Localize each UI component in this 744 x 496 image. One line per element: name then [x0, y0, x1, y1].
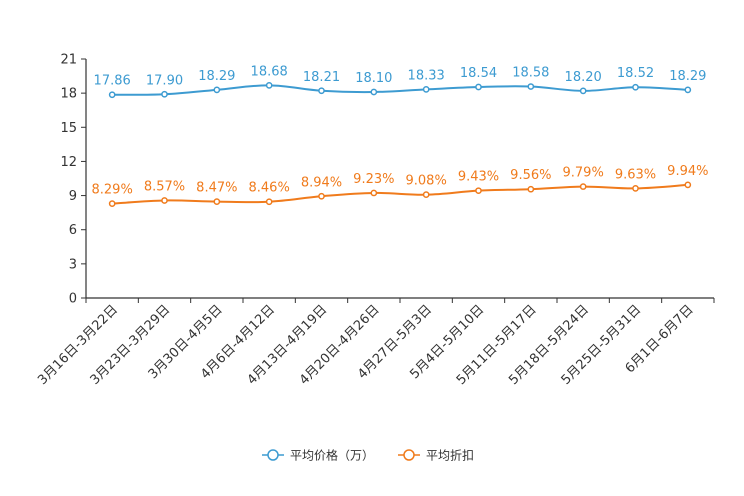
data-point: [475, 83, 482, 91]
legend[interactable]: 平均价格（万） 平均折扣: [262, 448, 474, 463]
data-point: [527, 83, 535, 90]
series-line-2: [112, 183, 688, 205]
data-label: 9.63%: [615, 167, 656, 182]
data-label: 18.29: [669, 69, 706, 84]
data-point: [265, 82, 273, 89]
data-label: 18.68: [251, 64, 288, 79]
data-label: 18.20: [565, 70, 602, 85]
data-point: [108, 91, 116, 99]
legend-item-discount[interactable]: 平均折扣: [398, 448, 474, 463]
data-point: [632, 185, 639, 192]
data-label: 8.46%: [249, 181, 290, 196]
data-label: 17.86: [94, 74, 131, 89]
y-tick-label: 6: [69, 223, 77, 238]
data-point: [318, 192, 325, 200]
legend-marker-icon: [403, 449, 415, 461]
data-point: [422, 191, 430, 199]
data-label: 9.08%: [406, 174, 447, 189]
data-point: [684, 181, 692, 189]
y-tick-label: 21: [60, 53, 77, 68]
data-label: 9.94%: [667, 164, 708, 179]
data-label: 8.47%: [196, 181, 237, 196]
data-point: [108, 200, 116, 208]
y-tick-label: 0: [69, 292, 77, 307]
legend-item-price[interactable]: 平均价格（万）: [262, 448, 374, 463]
data-point: [370, 189, 378, 197]
legend-label: 平均折扣: [426, 448, 474, 463]
data-point: [370, 88, 378, 96]
data-label: 8.57%: [144, 179, 185, 194]
axes: 0369121518213月16日-3月22日3月23日-3月29日3月30日-…: [35, 53, 715, 388]
data-label: 9.43%: [458, 170, 499, 185]
series-line-1: [112, 84, 688, 96]
series-layer: 17.86 17.90 18.29 18.68 18.21 18.10 18.33 18.54…: [92, 64, 708, 208]
y-tick-label: 15: [60, 121, 77, 136]
data-label: 18.10: [355, 71, 392, 86]
data-point: [475, 187, 482, 195]
legend-label: 平均价格（万）: [290, 448, 374, 463]
data-label: 18.33: [408, 68, 445, 83]
data-label: 9.79%: [563, 166, 604, 181]
data-label: 8.29%: [92, 183, 133, 198]
data-point: [579, 87, 587, 95]
data-label: 18.29: [198, 69, 235, 84]
y-tick-label: 9: [69, 189, 77, 204]
data-label: 9.56%: [510, 168, 551, 183]
data-label: 8.94%: [301, 175, 342, 190]
y-tick-label: 18: [60, 87, 77, 102]
data-point: [527, 185, 535, 193]
data-point: [161, 90, 168, 98]
data-label: 9.23%: [353, 172, 394, 187]
data-label: 18.21: [303, 70, 340, 85]
data-point: [632, 83, 639, 91]
data-label: 18.54: [460, 66, 497, 81]
data-label: 17.90: [146, 73, 183, 88]
y-tick-label: 3: [69, 257, 77, 272]
data-point: [684, 86, 692, 94]
data-point: [213, 86, 221, 94]
y-tick-label: 12: [60, 155, 77, 170]
data-label: 18.58: [512, 66, 549, 81]
data-label: 18.52: [617, 66, 654, 81]
data-point: [265, 198, 273, 206]
data-point: [422, 86, 430, 93]
legend-marker-icon: [267, 449, 279, 461]
data-point: [213, 198, 221, 205]
data-point: [318, 87, 325, 95]
data-point: [161, 197, 168, 204]
data-point: [579, 183, 587, 190]
